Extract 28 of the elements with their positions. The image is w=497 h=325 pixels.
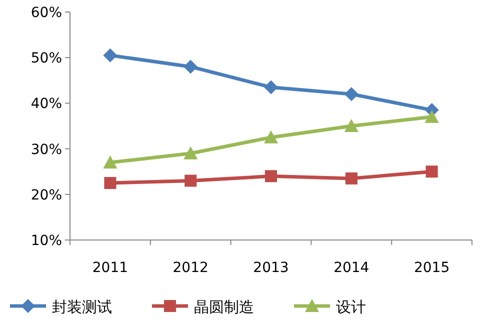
- point: [184, 146, 198, 160]
- y-tick-label: 40%: [30, 96, 62, 112]
- x-tick-label: 2015: [414, 260, 450, 276]
- point: [264, 130, 278, 144]
- y-tick-label: 10%: [30, 233, 62, 249]
- legend-label: 设计: [336, 298, 366, 316]
- point: [103, 155, 118, 168]
- point: [184, 60, 198, 74]
- point: [424, 110, 439, 123]
- y-tick-label: 50%: [30, 50, 62, 67]
- x-tick-label: 2013: [253, 260, 289, 276]
- point: [426, 166, 438, 178]
- x-tick-label: 2014: [334, 260, 370, 276]
- point: [345, 172, 358, 184]
- point: [103, 48, 118, 62]
- point: [265, 170, 277, 182]
- x-tick-label: 2012: [172, 260, 208, 276]
- point: [264, 80, 278, 94]
- point: [344, 119, 358, 132]
- legend-label: 晶圆制造: [194, 298, 254, 316]
- point: [344, 87, 358, 102]
- point: [184, 174, 197, 187]
- y-tick-label: 30%: [30, 142, 62, 158]
- x-tick-label: 2011: [92, 260, 128, 276]
- legend-label: 封装测试: [52, 298, 112, 316]
- y-tick-label: 60%: [30, 5, 62, 21]
- y-tick-label: 20%: [30, 187, 62, 204]
- point: [104, 177, 116, 189]
